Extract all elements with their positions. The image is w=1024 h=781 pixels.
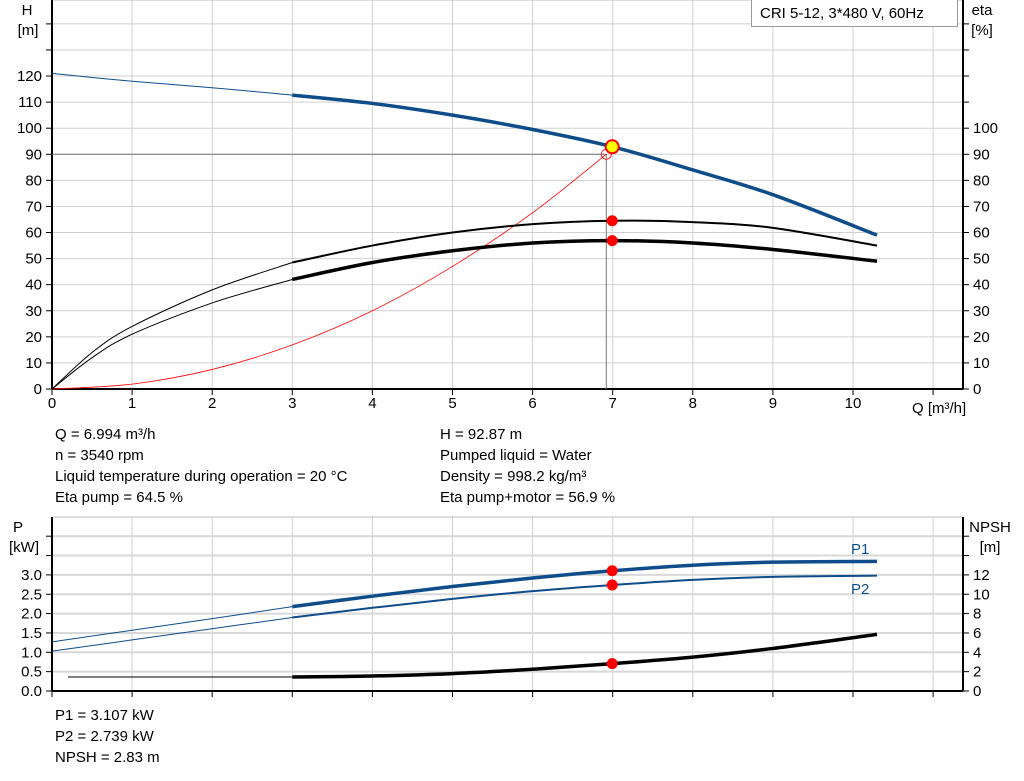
npsh-tick-label: 12 xyxy=(973,567,990,584)
y-right-tick-label: 50 xyxy=(973,251,990,268)
y-right-tick-label: 10 xyxy=(973,355,990,372)
p-tick-label: 1.0 xyxy=(21,644,42,661)
x-tick-label: 1 xyxy=(128,395,136,412)
x-tick-label: 3 xyxy=(288,395,296,412)
p1-value: P1 = 3.107 kW xyxy=(55,707,154,724)
npsh-axis-unit: [m] xyxy=(980,539,1001,556)
x-axis-label: Q [m³/h] xyxy=(912,400,966,417)
operating-point-marker xyxy=(604,139,620,155)
y-right-tick-label: 100 xyxy=(973,120,998,137)
p1-marker xyxy=(606,565,618,577)
y-right-tick-label: 20 xyxy=(973,329,990,346)
y-right-tick-label: 30 xyxy=(973,303,990,320)
x-tick-label: 8 xyxy=(689,395,697,412)
p1-curve xyxy=(292,559,878,609)
plot-frame xyxy=(51,516,964,692)
x-tick-label: 2 xyxy=(208,395,216,412)
p-tick-label: 0.5 xyxy=(21,664,42,681)
eta-pump-curve xyxy=(292,219,878,264)
density-value: Density = 998.2 kg/m³ xyxy=(440,468,587,485)
eta-pump-motor-marker xyxy=(606,235,618,247)
liquid-temperature: Liquid temperature during operation = 20… xyxy=(55,468,348,485)
y-right-unit: [%] xyxy=(971,22,993,39)
head-curve xyxy=(292,93,878,237)
info-right: H = 92.87 m Pumped liquid = Water Densit… xyxy=(440,424,615,508)
info-left: Q = 6.994 m³/h n = 3540 rpm Liquid tempe… xyxy=(55,424,347,508)
system-curve xyxy=(51,153,607,390)
npsh-tick-label: 8 xyxy=(973,606,981,623)
npsh-value: NPSH = 2.83 m xyxy=(55,749,160,766)
npsh-marker xyxy=(606,658,618,670)
speed-value: n = 3540 rpm xyxy=(55,447,144,464)
head-curve-extrapolated xyxy=(51,72,293,96)
y-left-label: H xyxy=(22,2,33,19)
plot-frame xyxy=(51,0,964,390)
y-left-tick-label: 70 xyxy=(25,198,42,215)
p-tick-label: 1.5 xyxy=(21,625,42,642)
y-right-tick-label: 0 xyxy=(973,381,981,398)
flow-value: Q = 6.994 m³/h xyxy=(55,426,156,443)
y-right-tick-label: 80 xyxy=(973,172,990,189)
npsh-tick-label: 2 xyxy=(973,664,981,681)
npsh-tick-label: 10 xyxy=(973,586,990,603)
x-tick-label: 9 xyxy=(769,395,777,412)
p-tick-label: 3.0 xyxy=(21,567,42,584)
y-left-tick-label: 10 xyxy=(25,355,42,372)
p2-curve xyxy=(292,574,878,619)
y-left-tick-label: 30 xyxy=(25,303,42,320)
eta-pump-motor-curve-extrapolated xyxy=(51,278,293,390)
p-axis-label: P xyxy=(13,519,23,536)
y-left-tick-label: 20 xyxy=(25,329,42,346)
p-tick-label: 2.5 xyxy=(21,586,42,603)
y-right-label: eta xyxy=(972,2,994,19)
y-left-tick-label: 90 xyxy=(25,146,42,163)
y-left-tick-label: 110 xyxy=(18,94,42,111)
info-bottom: P1 = 3.107 kW P2 = 2.739 kW NPSH = 2.83 … xyxy=(55,705,160,768)
head-efficiency-chart: 0102030405060708090100110120010203040506… xyxy=(17,0,998,412)
npsh-curve xyxy=(292,632,878,679)
y-left-tick-label: 50 xyxy=(25,251,42,268)
y-left-tick-label: 100 xyxy=(17,120,42,137)
p2-curve-extrapolated xyxy=(51,616,293,652)
p-axis-unit: [kW] xyxy=(9,539,39,556)
npsh-axis-label: NPSH xyxy=(969,519,1011,536)
y-left-tick-label: 60 xyxy=(25,225,42,242)
power-npsh-chart: 0.0 0.5 1.0 1.5 2.0 2.5 3.0 0 2 4 6 8 10 12 xyxy=(21,516,990,700)
y-left-tick-label: 80 xyxy=(25,172,42,189)
p-tick-label: 0.0 xyxy=(21,683,42,700)
x-tick-label: 6 xyxy=(528,395,536,412)
npsh-tick-label: 0 xyxy=(973,683,981,700)
x-tick-label: 4 xyxy=(368,395,376,412)
x-tick-label: 5 xyxy=(448,395,456,412)
eta-pump-curve-extrapolated xyxy=(51,262,293,390)
p1-series-label: P1 xyxy=(851,541,869,558)
y-left-unit: [m] xyxy=(18,22,39,39)
y-right-tick-label: 40 xyxy=(973,277,990,294)
pump-model-label: CRI 5-12, 3*480 V, 60Hz xyxy=(751,0,958,27)
eta-pump-motor-value: Eta pump+motor = 56.9 % xyxy=(440,489,616,506)
npsh-tick-label: 4 xyxy=(973,644,981,661)
y-left-tick-label: 120 xyxy=(17,68,42,85)
p-tick-label: 2.0 xyxy=(21,606,42,623)
npsh-tick-label: 6 xyxy=(973,625,981,642)
y-right-tick-label: 90 xyxy=(973,146,990,163)
p2-series-label: P2 xyxy=(851,581,869,598)
y-left-tick-label: 0 xyxy=(34,381,42,398)
x-tick-label: 10 xyxy=(845,395,862,412)
x-tick-label: 7 xyxy=(609,395,617,412)
eta-pump-marker xyxy=(606,215,618,227)
head-value: H = 92.87 m xyxy=(440,426,523,443)
p2-marker xyxy=(606,579,618,591)
eta-pump-motor-curve xyxy=(291,238,878,282)
pumped-liquid: Pumped liquid = Water xyxy=(440,447,592,464)
y-right-tick-label: 70 xyxy=(973,198,990,215)
p1-curve-extrapolated xyxy=(51,606,293,643)
y-left-tick-label: 40 xyxy=(25,277,42,294)
eta-pump-value: Eta pump = 64.5 % xyxy=(55,489,183,506)
p2-value: P2 = 2.739 kW xyxy=(55,728,154,745)
y-right-tick-label: 60 xyxy=(973,225,990,242)
x-tick-label: 0 xyxy=(48,395,56,412)
